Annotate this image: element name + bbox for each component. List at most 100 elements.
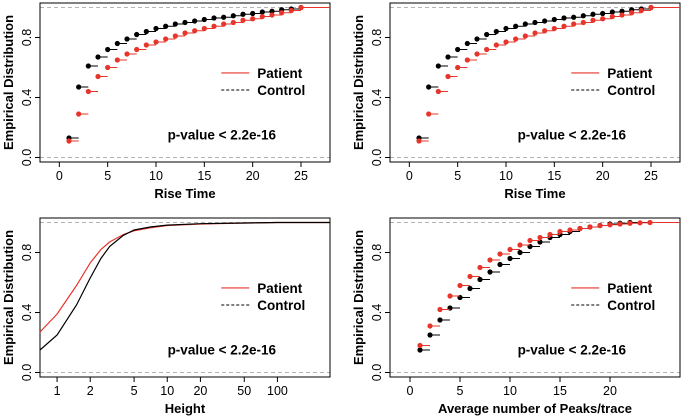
patient-point <box>627 220 633 226</box>
control-point <box>571 14 577 20</box>
plot-frame <box>39 2 331 163</box>
patient-point <box>85 88 91 95</box>
patient-point <box>617 221 623 227</box>
y-tick-label: 0.0 <box>20 364 34 381</box>
legend-patient-label: Patient <box>607 281 653 296</box>
patient-point <box>172 33 178 39</box>
control-point <box>561 15 567 21</box>
control-point <box>192 18 198 24</box>
y-tick-label: 0.8 <box>370 244 384 261</box>
patient-point <box>477 264 483 271</box>
x-tick-label: 0 <box>406 169 413 183</box>
control-point <box>153 25 159 32</box>
patient-point <box>571 21 577 27</box>
x-tick-label: 10 <box>499 169 513 183</box>
p-value-annotation: p-value < 2.2e-16 <box>168 343 277 358</box>
patient-point <box>240 17 246 23</box>
chart-panel-2: 0 5 10 15 20 25 0.0 0.4 0.8 Rise Time Empirical Di… <box>351 2 681 201</box>
x-axis-title: Rise Time <box>504 186 565 201</box>
control-point <box>464 40 470 47</box>
p-value-annotation: p-value < 2.2e-16 <box>168 128 277 143</box>
patient-point <box>474 51 480 57</box>
patient-point <box>288 7 294 14</box>
control-point <box>532 19 538 26</box>
control-point <box>487 269 493 275</box>
x-tick-label: 10 <box>149 169 163 183</box>
y-axis-title: Empirical Distribution <box>1 15 16 150</box>
control-point <box>455 46 461 53</box>
x-axis-title: Rise Time <box>154 186 215 201</box>
y-tick-label: 0.0 <box>20 149 34 166</box>
control-point <box>201 16 207 23</box>
x-axis-title: Average number of Peaks/trace <box>438 401 632 416</box>
x-tick-label: 20 <box>246 169 260 183</box>
x-tick-label: 15 <box>197 169 211 183</box>
control-point <box>522 21 528 27</box>
patient-point <box>497 251 503 257</box>
patient-ecdf-line <box>39 221 330 333</box>
plot-frame <box>389 2 681 163</box>
control-point <box>445 54 451 60</box>
y-tick-label: 0.8 <box>370 29 384 46</box>
control-point <box>163 23 169 29</box>
control-point <box>484 31 490 38</box>
patient-point <box>250 16 256 22</box>
x-tick-label: 15 <box>547 169 561 183</box>
control-point <box>85 63 91 69</box>
control-point <box>619 8 625 14</box>
legend-patient-label: Patient <box>257 66 303 81</box>
patient-point <box>619 12 625 18</box>
control-point <box>580 13 586 19</box>
patient-point <box>629 10 635 16</box>
patient-point <box>567 227 573 233</box>
y-tick-label: 0.4 <box>370 89 384 106</box>
patient-point <box>201 25 207 32</box>
control-point <box>477 276 483 283</box>
control-point <box>221 14 227 20</box>
patient-point <box>638 7 644 14</box>
y-tick-label: 0.8 <box>20 29 34 46</box>
x-tick-label: 10 <box>160 384 174 398</box>
x-tick-label: 5 <box>454 169 461 183</box>
control-point <box>497 261 503 268</box>
x-tick-label: 5 <box>131 384 138 398</box>
y-axis-title: Empirical Distribution <box>1 230 16 365</box>
x-tick-label: 0 <box>407 384 414 398</box>
control-point <box>143 28 149 35</box>
y-tick-label: 0.4 <box>20 89 34 106</box>
chart-panel-4: 0 5 10 15 20 0.0 0.4 0.8 Average number of Peaks… <box>351 217 681 416</box>
x-tick-label: 20 <box>596 169 610 183</box>
control-point <box>507 255 513 262</box>
y-axis-title: Empirical Distribution <box>351 230 366 365</box>
patient-point <box>507 246 513 253</box>
control-point <box>426 84 432 90</box>
legend-control-label: Control <box>257 298 305 313</box>
x-tick-label: 50 <box>237 384 251 398</box>
patient-point <box>457 282 463 289</box>
control-ecdf-line <box>39 221 330 351</box>
control-point <box>467 285 473 292</box>
y-tick-label: 0.0 <box>370 364 384 381</box>
control-point <box>211 15 217 21</box>
patient-point <box>269 12 275 18</box>
chart-panel-3: 1 2 5 10 20 50 100 0.0 0.4 0.8 Height Empirical Dis… <box>1 217 331 416</box>
plot-frame <box>39 217 331 378</box>
control-point <box>134 31 140 38</box>
patient-point <box>637 220 643 226</box>
patient-point <box>648 4 654 11</box>
y-tick-label: 0.0 <box>370 149 384 166</box>
control-point <box>105 46 111 53</box>
patient-point <box>527 237 533 244</box>
patient-point <box>647 219 653 226</box>
legend-control-label: Control <box>607 83 655 98</box>
x-tick-label: 25 <box>644 169 658 183</box>
patient-point <box>221 21 227 27</box>
patient-point <box>547 231 553 238</box>
patient-point <box>105 64 111 71</box>
control-point <box>230 13 236 19</box>
control-point <box>517 249 523 256</box>
control-point <box>493 28 499 35</box>
x-tick-label: 100 <box>267 384 288 398</box>
patient-point <box>279 10 285 16</box>
patient-point <box>557 228 563 235</box>
